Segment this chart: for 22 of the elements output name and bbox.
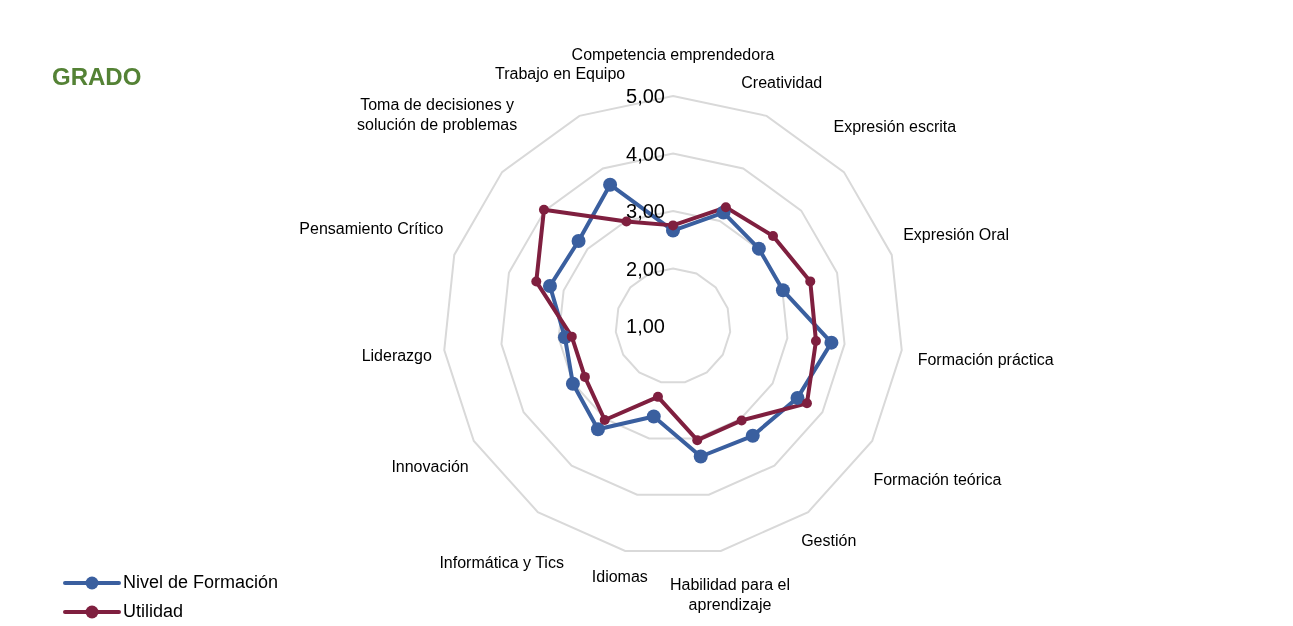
spoke-label: Gestión [801, 531, 857, 549]
spoke-label: Innovación [391, 457, 469, 475]
y-tick-label: 4,00 [626, 142, 665, 165]
spoke-label: Idiomas [591, 567, 648, 585]
spoke-label: Formación teórica [873, 470, 1002, 488]
spoke-label: Formación práctica [917, 350, 1054, 368]
spoke-label: Creatividad [741, 73, 823, 91]
y-tick-label: 2,00 [626, 257, 665, 280]
y-tick-label: 1,00 [626, 315, 665, 337]
text: GRADO [52, 63, 142, 91]
spoke-label: Expresión Oral [903, 225, 1010, 243]
spoke-label: Toma de decisiones y solución de problemas [357, 95, 518, 133]
spoke-label: Informática y Tics [439, 553, 564, 571]
spoke-label: Liderazgo [361, 346, 433, 364]
spoke-label: Competencia emprendedora [571, 45, 775, 63]
legend-label: Utilidad [123, 601, 184, 622]
spoke-label: Pensamiento Crítico [299, 219, 444, 237]
spoke-label: Trabajo en Equipo [495, 64, 626, 81]
spoke-label: Expresión escrita [833, 117, 957, 135]
spoke-label: Habilidad para el aprendizaje [669, 575, 791, 613]
y-tick-label: 5,00 [626, 85, 665, 107]
legend-label: Nivel de Formación [123, 572, 279, 593]
